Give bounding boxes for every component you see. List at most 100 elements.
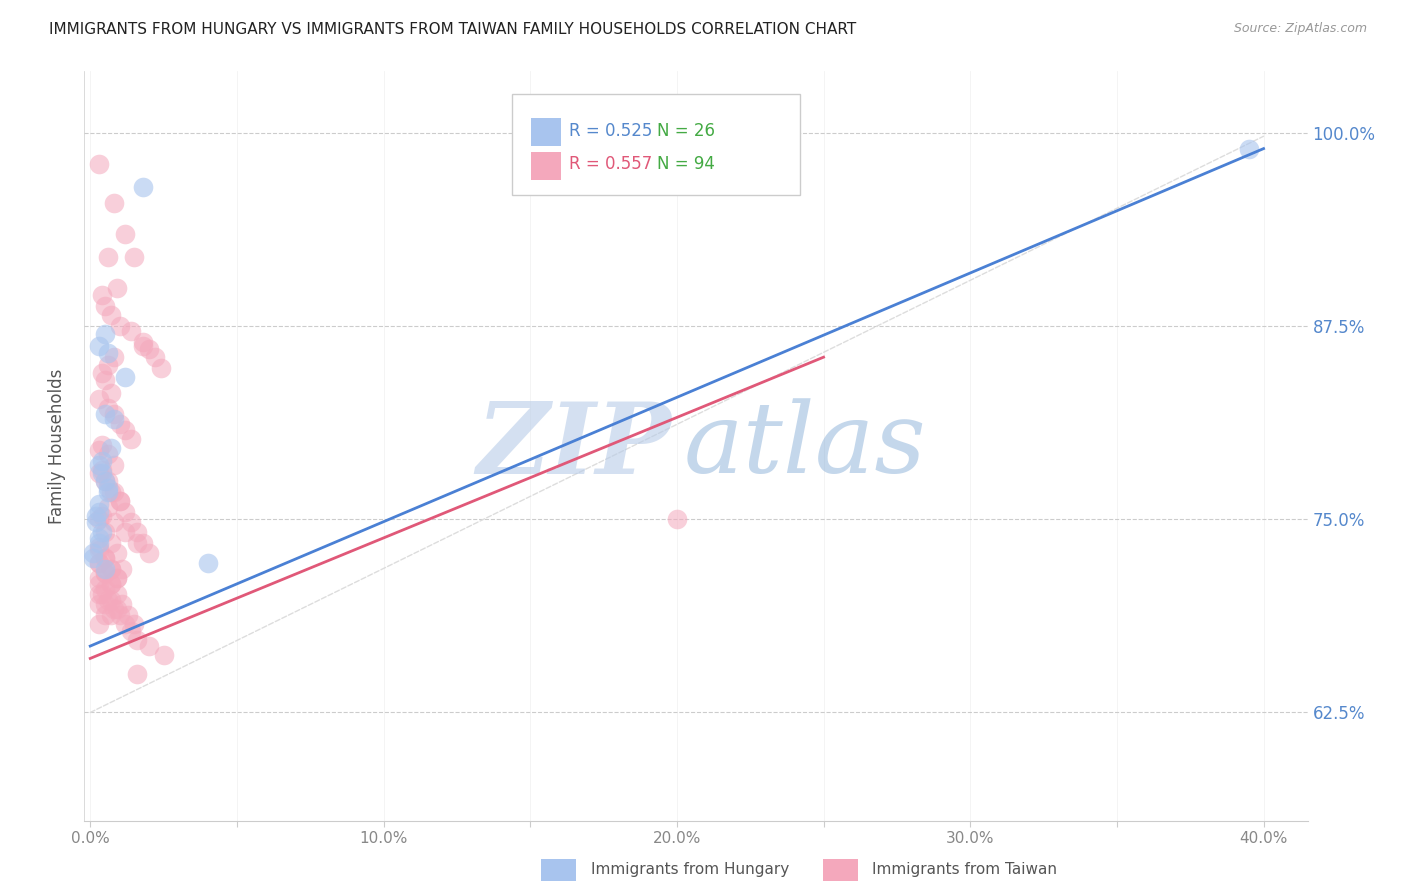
Point: [97, 484, 120, 499]
Point: [105, 571, 128, 585]
Point: [103, 412, 125, 426]
Text: atlas: atlas: [683, 399, 927, 493]
Point: [94, 566, 117, 581]
Point: [94, 299, 117, 313]
Point: [132, 180, 155, 194]
Point: [138, 546, 160, 560]
Point: [100, 562, 122, 576]
Point: [87, 556, 110, 570]
Point: [97, 345, 120, 359]
Point: [149, 361, 172, 376]
Point: [127, 535, 149, 549]
Text: N = 26: N = 26: [657, 121, 714, 139]
Point: [87, 531, 110, 545]
Point: [84, 509, 107, 524]
Point: [127, 666, 149, 681]
Point: [97, 401, 120, 416]
Point: [94, 326, 117, 341]
Point: [120, 432, 142, 446]
Point: [87, 497, 110, 511]
Point: [91, 453, 114, 467]
Point: [120, 324, 142, 338]
Point: [127, 524, 149, 539]
Point: [108, 417, 131, 431]
Point: [87, 442, 110, 457]
Point: [114, 227, 136, 241]
Point: [97, 592, 120, 607]
FancyBboxPatch shape: [531, 118, 561, 146]
Point: [105, 280, 128, 294]
Point: [103, 484, 125, 499]
Point: [87, 540, 110, 554]
Point: [91, 288, 114, 302]
Point: [91, 463, 114, 477]
Point: [97, 500, 120, 514]
Point: [197, 556, 219, 570]
Point: [94, 373, 117, 387]
Point: [143, 350, 166, 364]
Point: [103, 458, 125, 473]
Point: [114, 617, 136, 632]
Point: [111, 562, 134, 576]
Point: [94, 608, 117, 623]
Point: [94, 551, 117, 566]
Point: [105, 602, 128, 616]
Point: [114, 370, 136, 384]
Point: [122, 250, 145, 264]
Text: IMMIGRANTS FROM HUNGARY VS IMMIGRANTS FROM TAIWAN FAMILY HOUSEHOLDS CORRELATION : IMMIGRANTS FROM HUNGARY VS IMMIGRANTS FR…: [49, 22, 856, 37]
Point: [94, 598, 117, 612]
Point: [100, 562, 122, 576]
Point: [97, 250, 120, 264]
Point: [1237, 142, 1260, 156]
Point: [132, 339, 155, 353]
Point: [94, 407, 117, 421]
Y-axis label: Family Households: Family Households: [48, 368, 66, 524]
Point: [103, 350, 125, 364]
Point: [100, 577, 122, 591]
Point: [100, 484, 122, 499]
Point: [87, 392, 110, 406]
Point: [108, 493, 131, 508]
Point: [91, 586, 114, 600]
Point: [108, 608, 131, 623]
Point: [87, 466, 110, 480]
Text: Immigrants from Taiwan: Immigrants from Taiwan: [872, 863, 1057, 877]
FancyBboxPatch shape: [531, 152, 561, 180]
Point: [94, 474, 117, 488]
Point: [94, 551, 117, 566]
Point: [105, 571, 128, 585]
Point: [87, 617, 110, 632]
Point: [87, 505, 110, 519]
Point: [87, 512, 110, 526]
Point: [97, 482, 120, 496]
Text: N = 94: N = 94: [657, 155, 714, 173]
Point: [94, 566, 117, 581]
Text: R = 0.525: R = 0.525: [569, 121, 652, 139]
Point: [91, 438, 114, 452]
Point: [127, 632, 149, 647]
Point: [87, 535, 110, 549]
Point: [122, 617, 145, 632]
Point: [87, 577, 110, 591]
Point: [91, 466, 114, 480]
Point: [94, 562, 117, 576]
Point: [114, 423, 136, 437]
Point: [87, 586, 110, 600]
Point: [87, 339, 110, 353]
Point: [117, 608, 139, 623]
Point: [100, 385, 122, 400]
Point: [152, 648, 174, 663]
Point: [138, 343, 160, 357]
Point: [91, 524, 114, 539]
Point: [91, 509, 114, 524]
Point: [94, 582, 117, 596]
Point: [105, 546, 128, 560]
Point: [120, 624, 142, 638]
Point: [100, 577, 122, 591]
Point: [138, 639, 160, 653]
Point: [97, 448, 120, 462]
Text: R = 0.557: R = 0.557: [569, 155, 652, 173]
Point: [114, 505, 136, 519]
Point: [97, 474, 120, 488]
Point: [100, 442, 122, 456]
